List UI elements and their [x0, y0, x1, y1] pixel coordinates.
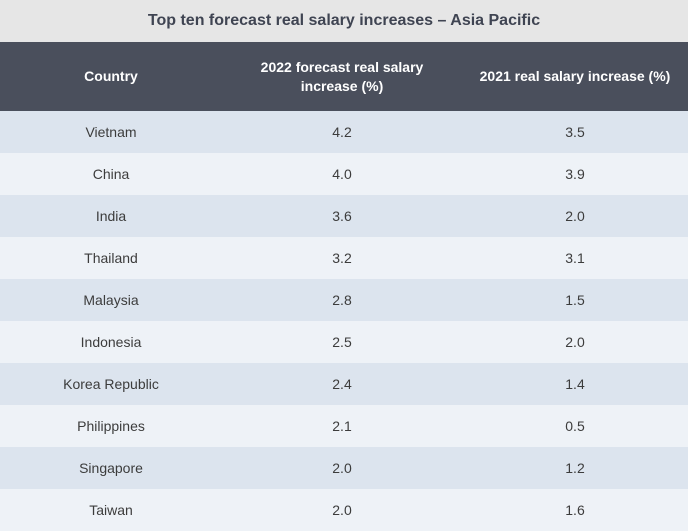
actual-2021-cell: 3.1 [565, 250, 585, 266]
table-body: Vietnam 4.2 3.5 China 4.0 3.9 India 3.6 2.0 Thail… [0, 111, 688, 531]
forecast-2022-cell: 4.0 [332, 166, 352, 182]
forecast-2022-cell: 2.1 [332, 418, 352, 434]
country-cell: Singapore [79, 460, 143, 476]
table-row: China 4.0 3.9 [0, 153, 688, 195]
forecast-2022-cell: 2.0 [332, 460, 352, 476]
forecast-2022-cell: 2.8 [332, 292, 352, 308]
actual-2021-cell: 2.0 [565, 334, 585, 350]
country-cell: Philippines [77, 418, 145, 434]
forecast-2022-cell: 2.0 [332, 502, 352, 518]
forecast-2022-cell: 3.6 [332, 208, 352, 224]
table-row: Singapore 2.0 1.2 [0, 447, 688, 489]
actual-2021-cell: 1.4 [565, 376, 585, 392]
column-header-country: Country [84, 68, 138, 84]
table-row: Malaysia 2.8 1.5 [0, 279, 688, 321]
table-row: Thailand 3.2 3.1 [0, 237, 688, 279]
header-row: Country 2022 forecast real salary increa… [0, 42, 688, 111]
country-cell: Malaysia [83, 292, 139, 308]
column-header-2022-forecast: 2022 forecast real salary increase (%) [260, 58, 424, 94]
actual-2021-cell: 1.5 [565, 292, 585, 308]
country-cell: China [92, 166, 130, 182]
table-row: Taiwan 2.0 1.6 [0, 489, 688, 531]
table-row: Vietnam 4.2 3.5 [0, 111, 688, 153]
forecast-2022-cell: 2.4 [332, 376, 352, 392]
actual-2021-cell: 2.0 [565, 208, 585, 224]
actual-2021-cell: 1.6 [565, 502, 585, 518]
table-row: Korea Republic 2.4 1.4 [0, 363, 688, 405]
actual-2021-cell: 0.5 [565, 418, 585, 434]
table-row: Indonesia 2.5 2.0 [0, 321, 688, 363]
country-cell: Thailand [84, 250, 138, 266]
country-cell: Indonesia [80, 334, 142, 350]
salary-table: Country 2022 forecast real salary increa… [0, 42, 688, 531]
actual-2021-cell: 3.5 [565, 124, 585, 140]
table-title: Top ten forecast real salary increases –… [0, 0, 688, 42]
forecast-2022-cell: 4.2 [332, 124, 352, 140]
actual-2021-cell: 3.9 [565, 166, 585, 182]
country-cell: Korea Republic [63, 376, 159, 392]
country-cell: Vietnam [85, 124, 137, 140]
table-row: Philippines 2.1 0.5 [0, 405, 688, 447]
column-header-2021-actual: 2021 real salary increase (%) [479, 68, 671, 84]
country-cell: India [95, 208, 127, 224]
actual-2021-cell: 1.2 [565, 460, 585, 476]
forecast-2022-cell: 2.5 [332, 334, 352, 350]
country-cell: Taiwan [89, 502, 133, 518]
table-row: India 3.6 2.0 [0, 195, 688, 237]
table-header: Country 2022 forecast real salary increa… [0, 42, 688, 111]
forecast-2022-cell: 3.2 [332, 250, 352, 266]
